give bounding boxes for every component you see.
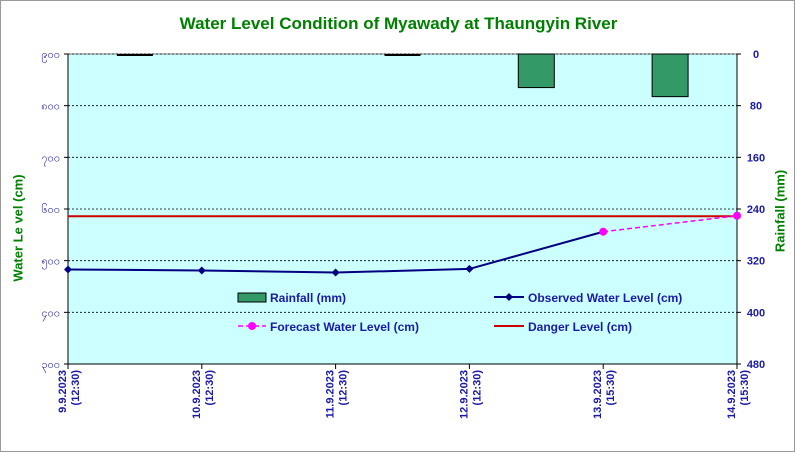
legend-label-danger: Danger Level (cm): [528, 320, 632, 334]
observed-point: [64, 265, 72, 274]
observed-point: [197, 266, 206, 275]
x-tick-label: 12.9.2023 (12:30): [458, 370, 483, 419]
rainfall-bar: [651, 53, 689, 98]
forecast-line: [603, 214, 738, 233]
y-tick-label-right: 480: [747, 359, 765, 371]
rainfall-bar: [517, 53, 555, 89]
x-tick-time: (12:30): [471, 370, 483, 406]
observed-point: [465, 264, 474, 273]
x-tick-label: 9.9.2023 (12:30): [57, 370, 82, 413]
y-tick-label-left: ၅၀၀: [41, 256, 60, 270]
chart-title: Water Level Condition of Myawady at Thau…: [179, 14, 618, 33]
y-tick-label-left: ၈၀၀: [41, 101, 60, 113]
x-tick-date: 12.9.2023: [458, 370, 470, 419]
y-tick-label-left: ၆၀၀: [41, 203, 60, 216]
x-tick-label: 10.9.2023 (12:30): [191, 370, 216, 419]
y-tick-label-right: 240: [747, 204, 765, 216]
forecast-point: [599, 227, 608, 236]
y-tick-label-right: 400: [747, 307, 765, 319]
legend-label-rainfall: Rainfall (mm): [270, 291, 346, 305]
legend-marker-observed: [505, 293, 513, 301]
x-tick-time: (12:30): [338, 370, 350, 406]
x-tick-label: 11.9.2023 (12:30): [325, 370, 350, 419]
legend-swatch-rainfall: [237, 292, 267, 303]
legend-label-forecast: Forecast Water Level (cm): [270, 320, 419, 334]
legend-label-observed: Observed Water Level (cm): [528, 291, 682, 305]
y-tick-label-right: 80: [750, 101, 762, 113]
x-tick-label: 13.9.2023 (15:30): [592, 370, 617, 419]
y-tick-label-right: 160: [747, 152, 765, 164]
y-tick-label-left: ၇၀၀: [41, 152, 60, 166]
observed-point: [331, 268, 340, 277]
legend-marker-forecast: [248, 322, 256, 330]
x-tick-date: 11.9.2023: [325, 370, 337, 418]
x-tick-label: 14.9.2023 (15:30): [726, 370, 751, 419]
x-tick-date: 14.9.2023: [726, 370, 738, 419]
y-tick-label-right: 0: [753, 49, 759, 61]
x-tick-time: (12:30): [70, 370, 82, 406]
y-tick-label-left: ၄၀၀: [41, 307, 60, 321]
x-tick-date: 9.9.2023: [57, 370, 69, 413]
x-tick-date: 13.9.2023: [592, 370, 604, 419]
x-tick-time: (15:30): [605, 370, 617, 406]
x-tick-date: 10.9.2023: [191, 370, 203, 419]
y-tick-label-left: ၃၀၀: [41, 359, 60, 373]
x-tick-time: (12:30): [204, 370, 216, 406]
x-tick-time: (15:30): [739, 370, 751, 406]
forecast-point: [733, 211, 741, 220]
y-tick-label-left: ၉၀၀: [41, 49, 60, 63]
y-tick-label-right: 320: [747, 256, 765, 268]
